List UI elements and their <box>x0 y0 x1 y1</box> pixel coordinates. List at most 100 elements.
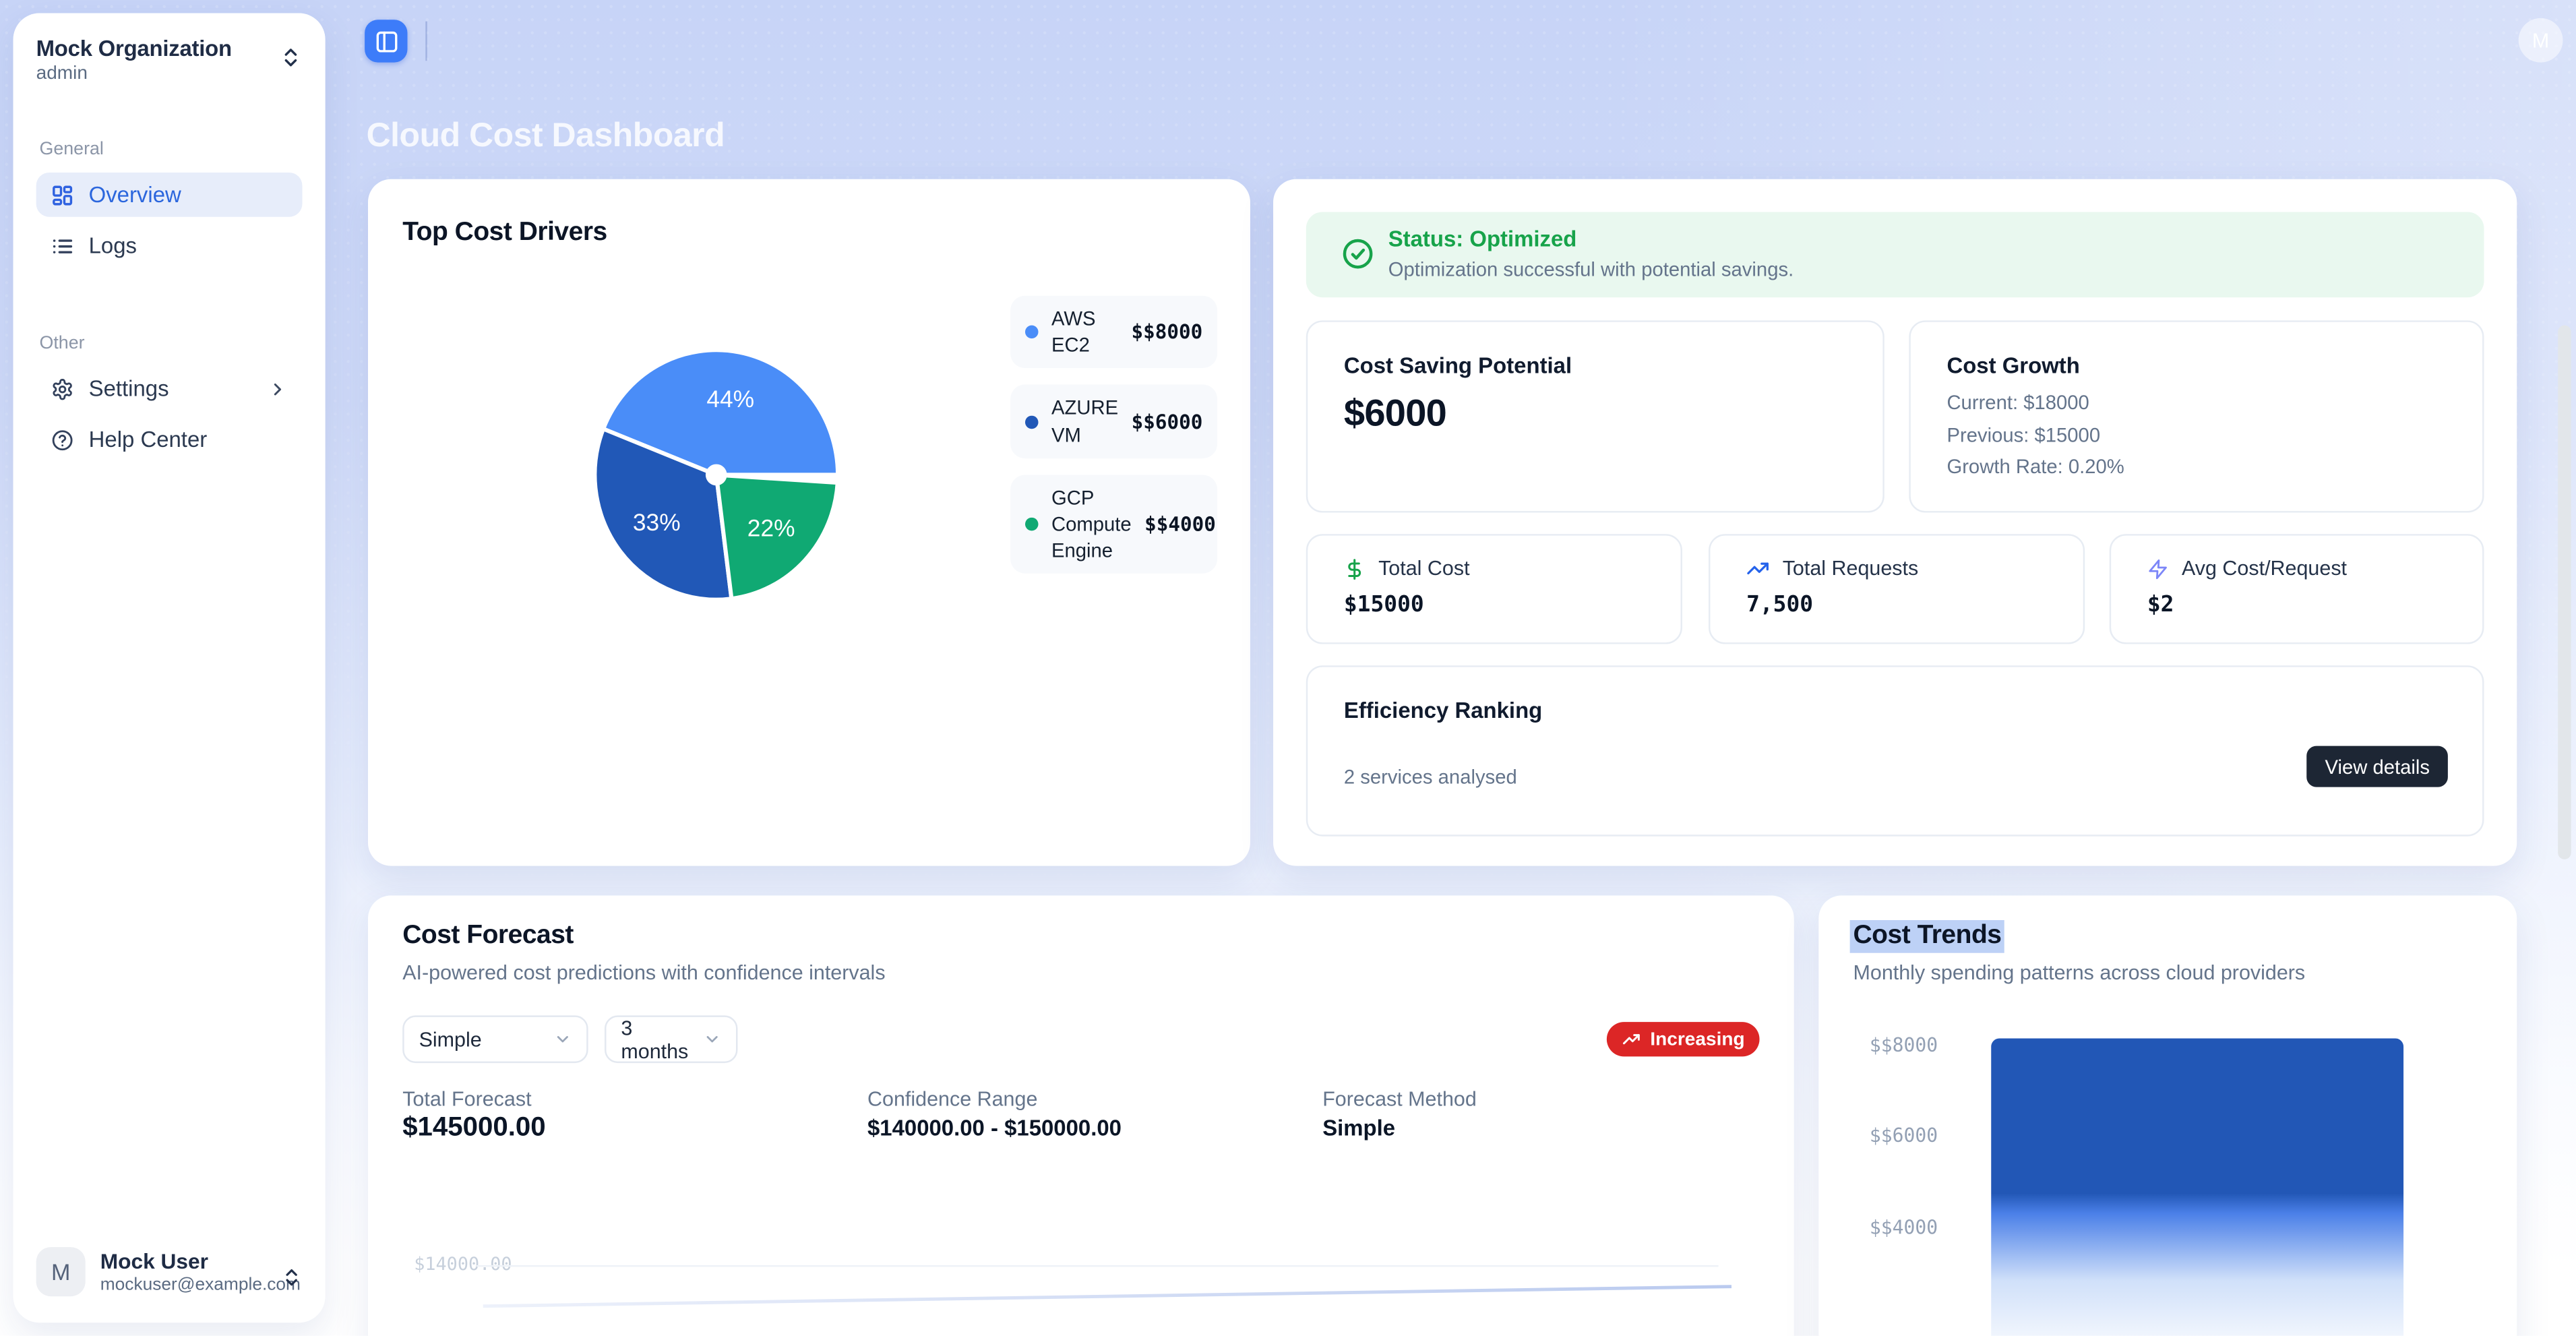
card-title: Cost Forecast <box>402 921 574 950</box>
stat-value: $15000 <box>1343 591 1424 618</box>
legend-value: $$4000 <box>1144 512 1216 536</box>
legend-label: AWS EC2 <box>1051 307 1096 357</box>
pie-slice-label: 33% <box>633 510 681 536</box>
legend-dot <box>1025 517 1039 531</box>
chevron-down-icon <box>553 1030 572 1048</box>
pie-center-dot <box>705 464 727 486</box>
efficiency-ranking-card: Efficiency Ranking 2 services analysed V… <box>1306 665 2484 837</box>
total-cost-stat-card: Total Cost $15000 <box>1306 534 1682 644</box>
chevron-down-icon <box>703 1030 721 1048</box>
subcard-title: Cost Saving Potential <box>1343 353 1572 378</box>
dollar-sign-icon <box>1344 557 1366 580</box>
legend-item[interactable]: GCP Compute Engine $$4000 <box>1010 474 1218 574</box>
trends-y-tick: $$6000 <box>1869 1124 1938 1147</box>
user-avatar: M <box>36 1247 86 1297</box>
subcard-title: Cost Growth <box>1946 353 2080 378</box>
confidence-range-value: $140000.00 - $150000.00 <box>867 1116 1122 1141</box>
trending-up-icon <box>1622 1029 1642 1049</box>
sidebar-item-label: Settings <box>88 376 169 401</box>
sidebar-item-logs[interactable]: Logs <box>36 224 303 268</box>
legend-item[interactable]: AZURE VM $$6000 <box>1010 385 1218 458</box>
top-cost-drivers-card: Top Cost Drivers 44% 33% 22% AWS EC2 $$8000… <box>368 179 1250 866</box>
efficiency-summary: 2 services analysed <box>1343 765 1517 789</box>
forecast-method-value: Simple <box>1322 1116 1396 1141</box>
legend-label: GCP Compute Engine <box>1051 485 1132 562</box>
legend-item[interactable]: AWS EC2 $$8000 <box>1010 295 1218 369</box>
card-subtitle: Monthly spending patterns across cloud p… <box>1853 961 2306 985</box>
subcard-title: Efficiency Ranking <box>1343 698 1543 723</box>
panel-left-icon <box>374 29 399 54</box>
dashboard-grid-icon <box>51 183 74 206</box>
stat-label: Total Cost <box>1378 557 1470 580</box>
status-subtitle: Optimization successful with potential s… <box>1388 257 1794 281</box>
badge-label: Increasing <box>1650 1029 1745 1050</box>
stat-label: Avg Cost/Request <box>2182 557 2348 580</box>
legend-label: AZURE VM <box>1051 396 1119 446</box>
sidebar-section-general: General <box>39 140 104 160</box>
selected-text-highlight: Cost Trends <box>1849 920 2005 953</box>
stat-value: $2 <box>2147 591 2174 618</box>
trends-y-tick: $$4000 <box>1869 1215 1938 1239</box>
confidence-range-label: Confidence Range <box>867 1087 1038 1111</box>
legend-value: $$6000 <box>1131 410 1203 433</box>
growth-current: Current: $18000 <box>1946 391 2089 415</box>
sidebar-item-label: Overview <box>88 182 181 208</box>
cost-growth-card: Cost Growth Current: $18000 Previous: $1… <box>1909 320 2484 513</box>
select-value: 3 months <box>621 1016 689 1062</box>
total-forecast-value: $145000.00 <box>402 1112 546 1143</box>
trends-y-tick: $$8000 <box>1869 1033 1938 1057</box>
sidebar-item-label: Help Center <box>88 427 208 452</box>
card-title: Cost Trends <box>1849 920 2005 953</box>
user-email: mockuser@example.com <box>100 1275 301 1295</box>
sidebar-toggle-button[interactable] <box>365 20 408 63</box>
legend-dot <box>1025 326 1039 339</box>
select-value: Simple <box>419 1027 482 1051</box>
forecast-horizon-select[interactable]: 3 months <box>605 1015 738 1064</box>
pie-slice[interactable] <box>601 348 840 477</box>
forecast-y-axis-tick: $14000.00 <box>414 1253 512 1275</box>
org-name: Mock Organization <box>36 36 232 61</box>
avg-cost-request-stat-card: Avg Cost/Request $2 <box>2109 534 2484 644</box>
cost-saving-value: $6000 <box>1343 391 1447 434</box>
chevrons-up-down-icon <box>279 46 302 69</box>
pie-slice-label: 44% <box>706 386 754 413</box>
forecast-method-select[interactable]: Simple <box>402 1015 588 1064</box>
card-subtitle: AI-powered cost predictions with confide… <box>402 961 886 985</box>
pie-slice[interactable] <box>592 427 734 602</box>
status-title: Status: Optimized <box>1388 226 1577 251</box>
cost-saving-potential-card: Cost Saving Potential $6000 <box>1306 320 1884 513</box>
zap-icon <box>2147 558 2169 580</box>
sidebar-section-other: Other <box>39 333 85 354</box>
trending-up-icon <box>1746 557 1769 580</box>
forecast-gridline <box>476 1265 1719 1267</box>
user-menu[interactable]: M Mock User mockuser@example.com <box>36 1247 303 1297</box>
page-scrollbar-thumb[interactable] <box>2558 325 2571 859</box>
growth-previous: Previous: $15000 <box>1946 423 2101 447</box>
pie-legend: AWS EC2 $$8000 AZURE VM $$6000 GCP Compute E… <box>1010 295 1218 574</box>
growth-rate: Growth Rate: 0.20% <box>1946 455 2124 479</box>
stat-value: 7,500 <box>1746 591 1814 618</box>
trends-bar <box>1991 1038 2404 1336</box>
org-switcher[interactable]: Mock Organization admin <box>36 36 303 84</box>
pie-slice[interactable] <box>714 473 840 601</box>
view-details-button[interactable]: View details <box>2306 746 2448 787</box>
forecast-trend-line <box>483 1285 1732 1308</box>
forecast-method-label: Forecast Method <box>1322 1087 1477 1111</box>
gear-icon <box>51 377 74 400</box>
status-panel-card: Status: Optimized Optimization successfu… <box>1273 179 2517 866</box>
sidebar-item-settings[interactable]: Settings <box>36 367 303 411</box>
card-title: Top Cost Drivers <box>402 218 607 247</box>
increasing-trend-badge: Increasing <box>1607 1022 1760 1057</box>
topbar-avatar[interactable]: M <box>2518 18 2563 63</box>
sidebar-item-help-center[interactable]: Help Center <box>36 417 303 462</box>
pie-slice-label: 22% <box>747 515 795 541</box>
user-name: Mock User <box>100 1248 208 1274</box>
cost-drivers-pie-chart: 44% 33% 22% <box>582 337 851 618</box>
sidebar-item-overview[interactable]: Overview <box>36 172 303 217</box>
total-forecast-label: Total Forecast <box>402 1087 532 1111</box>
page-title: Cloud Cost Dashboard <box>366 117 725 155</box>
legend-value: $$8000 <box>1131 320 1203 344</box>
stat-label: Total Requests <box>1782 557 1919 580</box>
circle-check-icon <box>1341 237 1375 271</box>
